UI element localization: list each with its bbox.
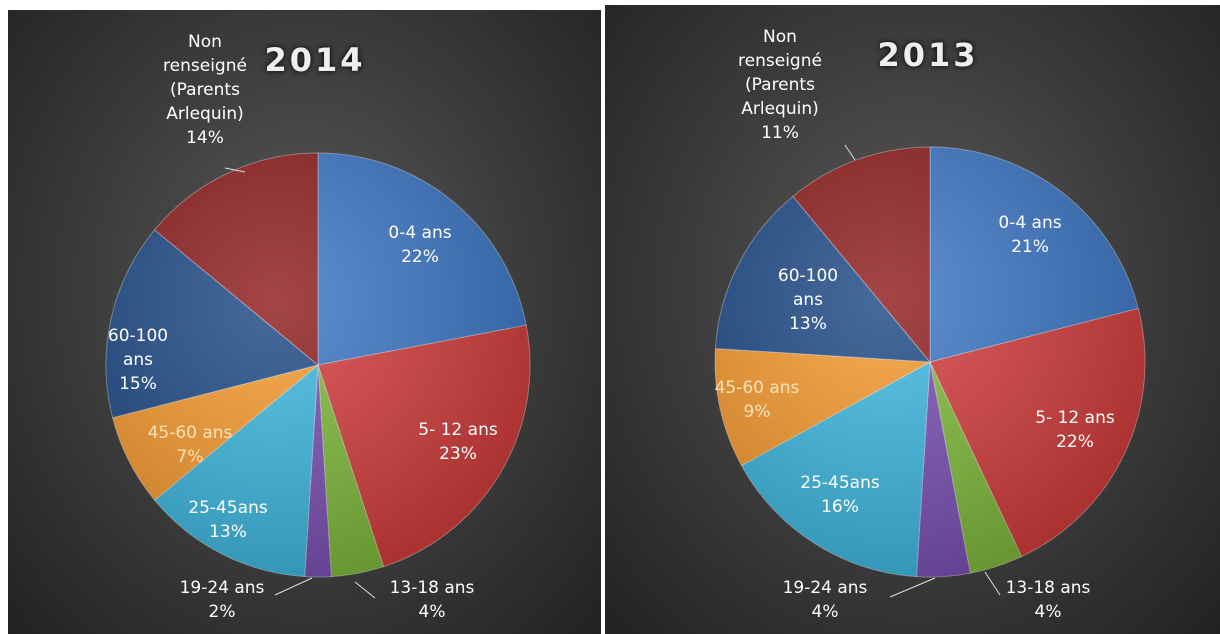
chart-title: 2013 (877, 36, 979, 74)
slice-category: 0-4 ans (388, 223, 452, 243)
data-label: Non renseigné (Parents Arlequin) 14% (150, 30, 260, 150)
data-label: 45-60 ans 9% (692, 376, 822, 424)
slice-category: 0-4 ans (998, 213, 1062, 233)
leader-line (889, 577, 936, 598)
leader-line (224, 167, 246, 173)
slice-value-label: 14% (186, 128, 224, 148)
pie-shade (106, 153, 530, 577)
slice-value-label: 4% (1034, 602, 1062, 622)
slice-category: 5- 12 ans (418, 420, 498, 440)
data-label: 5- 12 ans 23% (393, 418, 523, 466)
slice-value-label: 11% (761, 123, 799, 143)
slice-value-label: 4% (811, 602, 839, 622)
data-label: Non renseigné (Parents Arlequin) 11% (725, 25, 835, 145)
slice-value-label: 2% (208, 602, 236, 622)
slice-category: 60-100 ans (107, 326, 169, 370)
slice-category: 13-18 ans (1005, 578, 1091, 598)
leader-line (354, 581, 376, 599)
slice-value-label: 23% (439, 444, 477, 464)
slice-value-label: 13% (789, 314, 827, 334)
pie-shade (715, 147, 1145, 577)
slice-category: 60-100 ans (777, 266, 839, 310)
data-label: 0-4 ans 21% (965, 211, 1095, 259)
slice-value-label: 4% (418, 602, 446, 622)
leader-line (274, 577, 313, 596)
slice-category: 25-45ans (188, 498, 268, 518)
data-label: 13-18 ans 4% (367, 576, 497, 624)
leader-line (844, 144, 856, 161)
data-label: 19-24 ans 4% (760, 576, 890, 624)
slice-category: 45-60 ans (714, 378, 800, 398)
slice-category: 19-24 ans (782, 578, 868, 598)
chart-title: 2014 (264, 41, 366, 79)
slice-value-label: 16% (821, 497, 859, 517)
leader-line (984, 571, 1001, 596)
slice-value-label: 22% (401, 247, 439, 267)
data-label: 60-100 ans 13% (768, 264, 848, 336)
slice-category: Non renseigné (Parents Arlequin) (163, 32, 247, 124)
slice-value-label: 9% (743, 402, 771, 422)
data-label: 5- 12 ans 22% (1010, 406, 1140, 454)
slice-category: 25-45ans (800, 473, 880, 493)
slice-value-label: 22% (1056, 432, 1094, 452)
slice-value-label: 13% (209, 522, 247, 542)
slice-category: 45-60 ans (147, 423, 233, 443)
slice-category: 13-18 ans (389, 578, 475, 598)
slice-category: 5- 12 ans (1035, 408, 1115, 428)
slice-category: Non renseigné (Parents Arlequin) (738, 27, 822, 119)
data-label: 19-24 ans 2% (157, 576, 287, 624)
slice-category: 19-24 ans (179, 578, 265, 598)
slice-value-label: 21% (1011, 237, 1049, 257)
data-label: 25-45ans 16% (775, 471, 905, 519)
data-label: 25-45ans 13% (163, 496, 293, 544)
data-label: 45-60 ans 7% (125, 421, 255, 469)
data-label: 13-18 ans 4% (983, 576, 1113, 624)
data-label: 0-4 ans 22% (355, 221, 485, 269)
slice-value-label: 7% (176, 447, 204, 467)
data-label: 60-100 ans 15% (98, 324, 178, 396)
slice-value-label: 15% (119, 374, 157, 394)
